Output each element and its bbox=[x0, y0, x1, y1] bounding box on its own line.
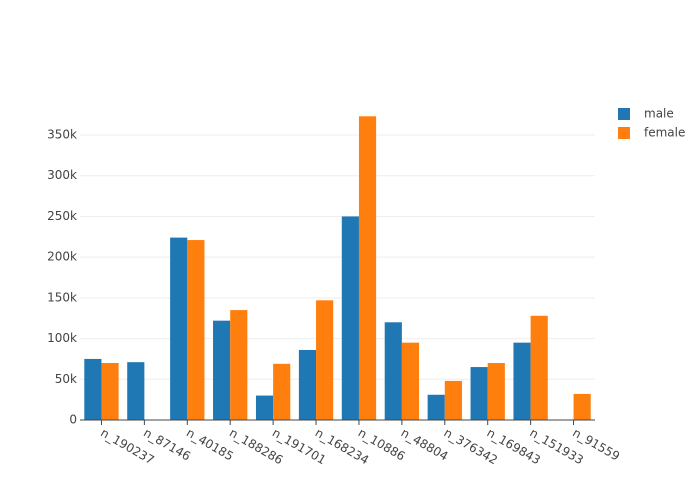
bar bbox=[444, 380, 462, 420]
y-tick-label: 350k bbox=[47, 128, 77, 142]
bar bbox=[127, 362, 145, 420]
bar bbox=[384, 322, 402, 420]
bar bbox=[316, 300, 334, 420]
y-tick-label: 300k bbox=[47, 168, 77, 182]
legend-label: female bbox=[644, 126, 685, 140]
y-tick-label: 0 bbox=[69, 413, 77, 427]
bar bbox=[298, 349, 317, 420]
y-tick-label: 200k bbox=[47, 250, 77, 264]
bar bbox=[101, 363, 119, 420]
legend-swatch bbox=[618, 108, 630, 120]
bar bbox=[573, 393, 591, 420]
y-tick-label: 150k bbox=[47, 290, 77, 304]
bar bbox=[358, 116, 377, 421]
x-tick-label: n_40185 bbox=[184, 426, 236, 464]
bar bbox=[273, 363, 291, 420]
x-tick-label: n_48804 bbox=[399, 426, 451, 464]
bar bbox=[170, 237, 188, 420]
legend-swatch bbox=[618, 127, 630, 139]
bar bbox=[341, 216, 359, 420]
y-tick-label: 100k bbox=[47, 331, 77, 345]
bar bbox=[470, 367, 488, 420]
bar bbox=[401, 342, 420, 420]
bar bbox=[513, 342, 531, 420]
bar bbox=[213, 320, 231, 420]
y-tick-label: 250k bbox=[47, 209, 77, 223]
bar bbox=[187, 240, 205, 420]
bar bbox=[487, 363, 505, 420]
bar bbox=[530, 315, 548, 420]
bar bbox=[255, 395, 274, 420]
bar bbox=[230, 310, 248, 420]
y-tick-label: 50k bbox=[55, 372, 77, 386]
bar bbox=[84, 358, 102, 420]
legend-label: male bbox=[644, 107, 674, 121]
bar bbox=[427, 394, 445, 420]
